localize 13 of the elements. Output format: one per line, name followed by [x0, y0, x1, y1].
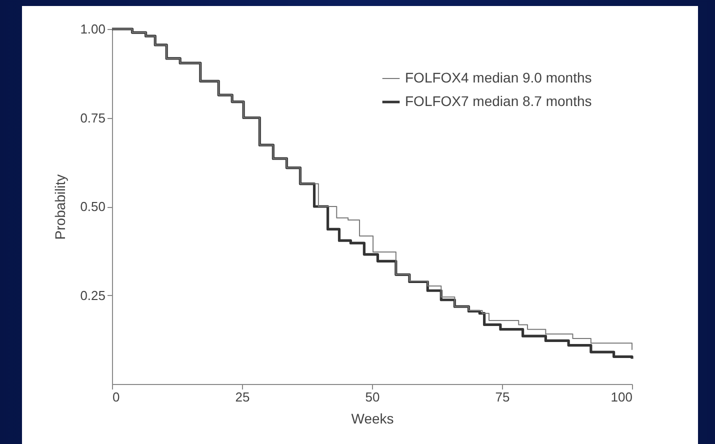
- legend-label: FOLFOX7 median 8.7 months: [405, 93, 592, 109]
- x-tick-label: 75: [495, 390, 510, 404]
- x-tick-label: 25: [235, 390, 250, 404]
- y-tick-label: 0.25: [80, 288, 106, 303]
- x-axis-title: Weeks: [351, 410, 394, 426]
- x-tick-label: 0: [112, 390, 120, 404]
- legend-label: FOLFOX4 median 9.0 months: [405, 70, 592, 86]
- x-tick-label: 100: [610, 390, 632, 404]
- x-tick-label: 50: [365, 390, 380, 404]
- y-tick-label: 0.50: [80, 199, 106, 214]
- y-tick-label: 0.75: [80, 110, 106, 126]
- y-tick-label: 1.00: [80, 22, 106, 36]
- y-axis-title: Probability: [52, 174, 68, 240]
